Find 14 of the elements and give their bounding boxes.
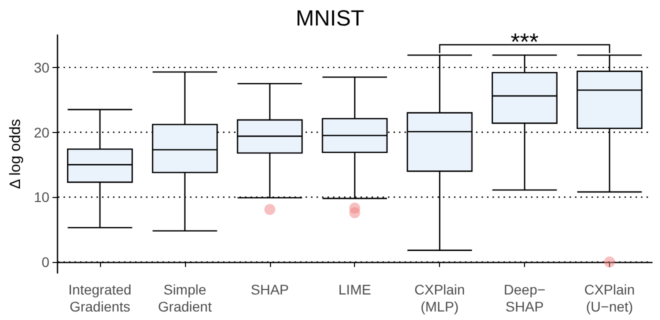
x-tick-label: CXPlain (U−net) (584, 282, 635, 314)
x-tick-label: CXPlain (MLP) (414, 282, 465, 314)
annotation: *** (510, 29, 539, 56)
x-tick-label: Deep− SHAP (504, 282, 546, 314)
x-tick-label: Integrated Gradients (68, 282, 132, 314)
y-tick-label: 30 (34, 59, 50, 76)
y-tick-label: 10 (34, 189, 50, 206)
x-tick-label: SHAP (250, 282, 289, 298)
x-tick-label: Simple Gradient (158, 282, 212, 314)
y-axis-title: Δ log odds (7, 118, 24, 190)
y-tick-label: 0 (42, 254, 50, 270)
chart-title: MNIST (296, 6, 364, 30)
y-tick-label: 20 (34, 124, 50, 140)
x-tick-label: LIME (338, 282, 372, 298)
